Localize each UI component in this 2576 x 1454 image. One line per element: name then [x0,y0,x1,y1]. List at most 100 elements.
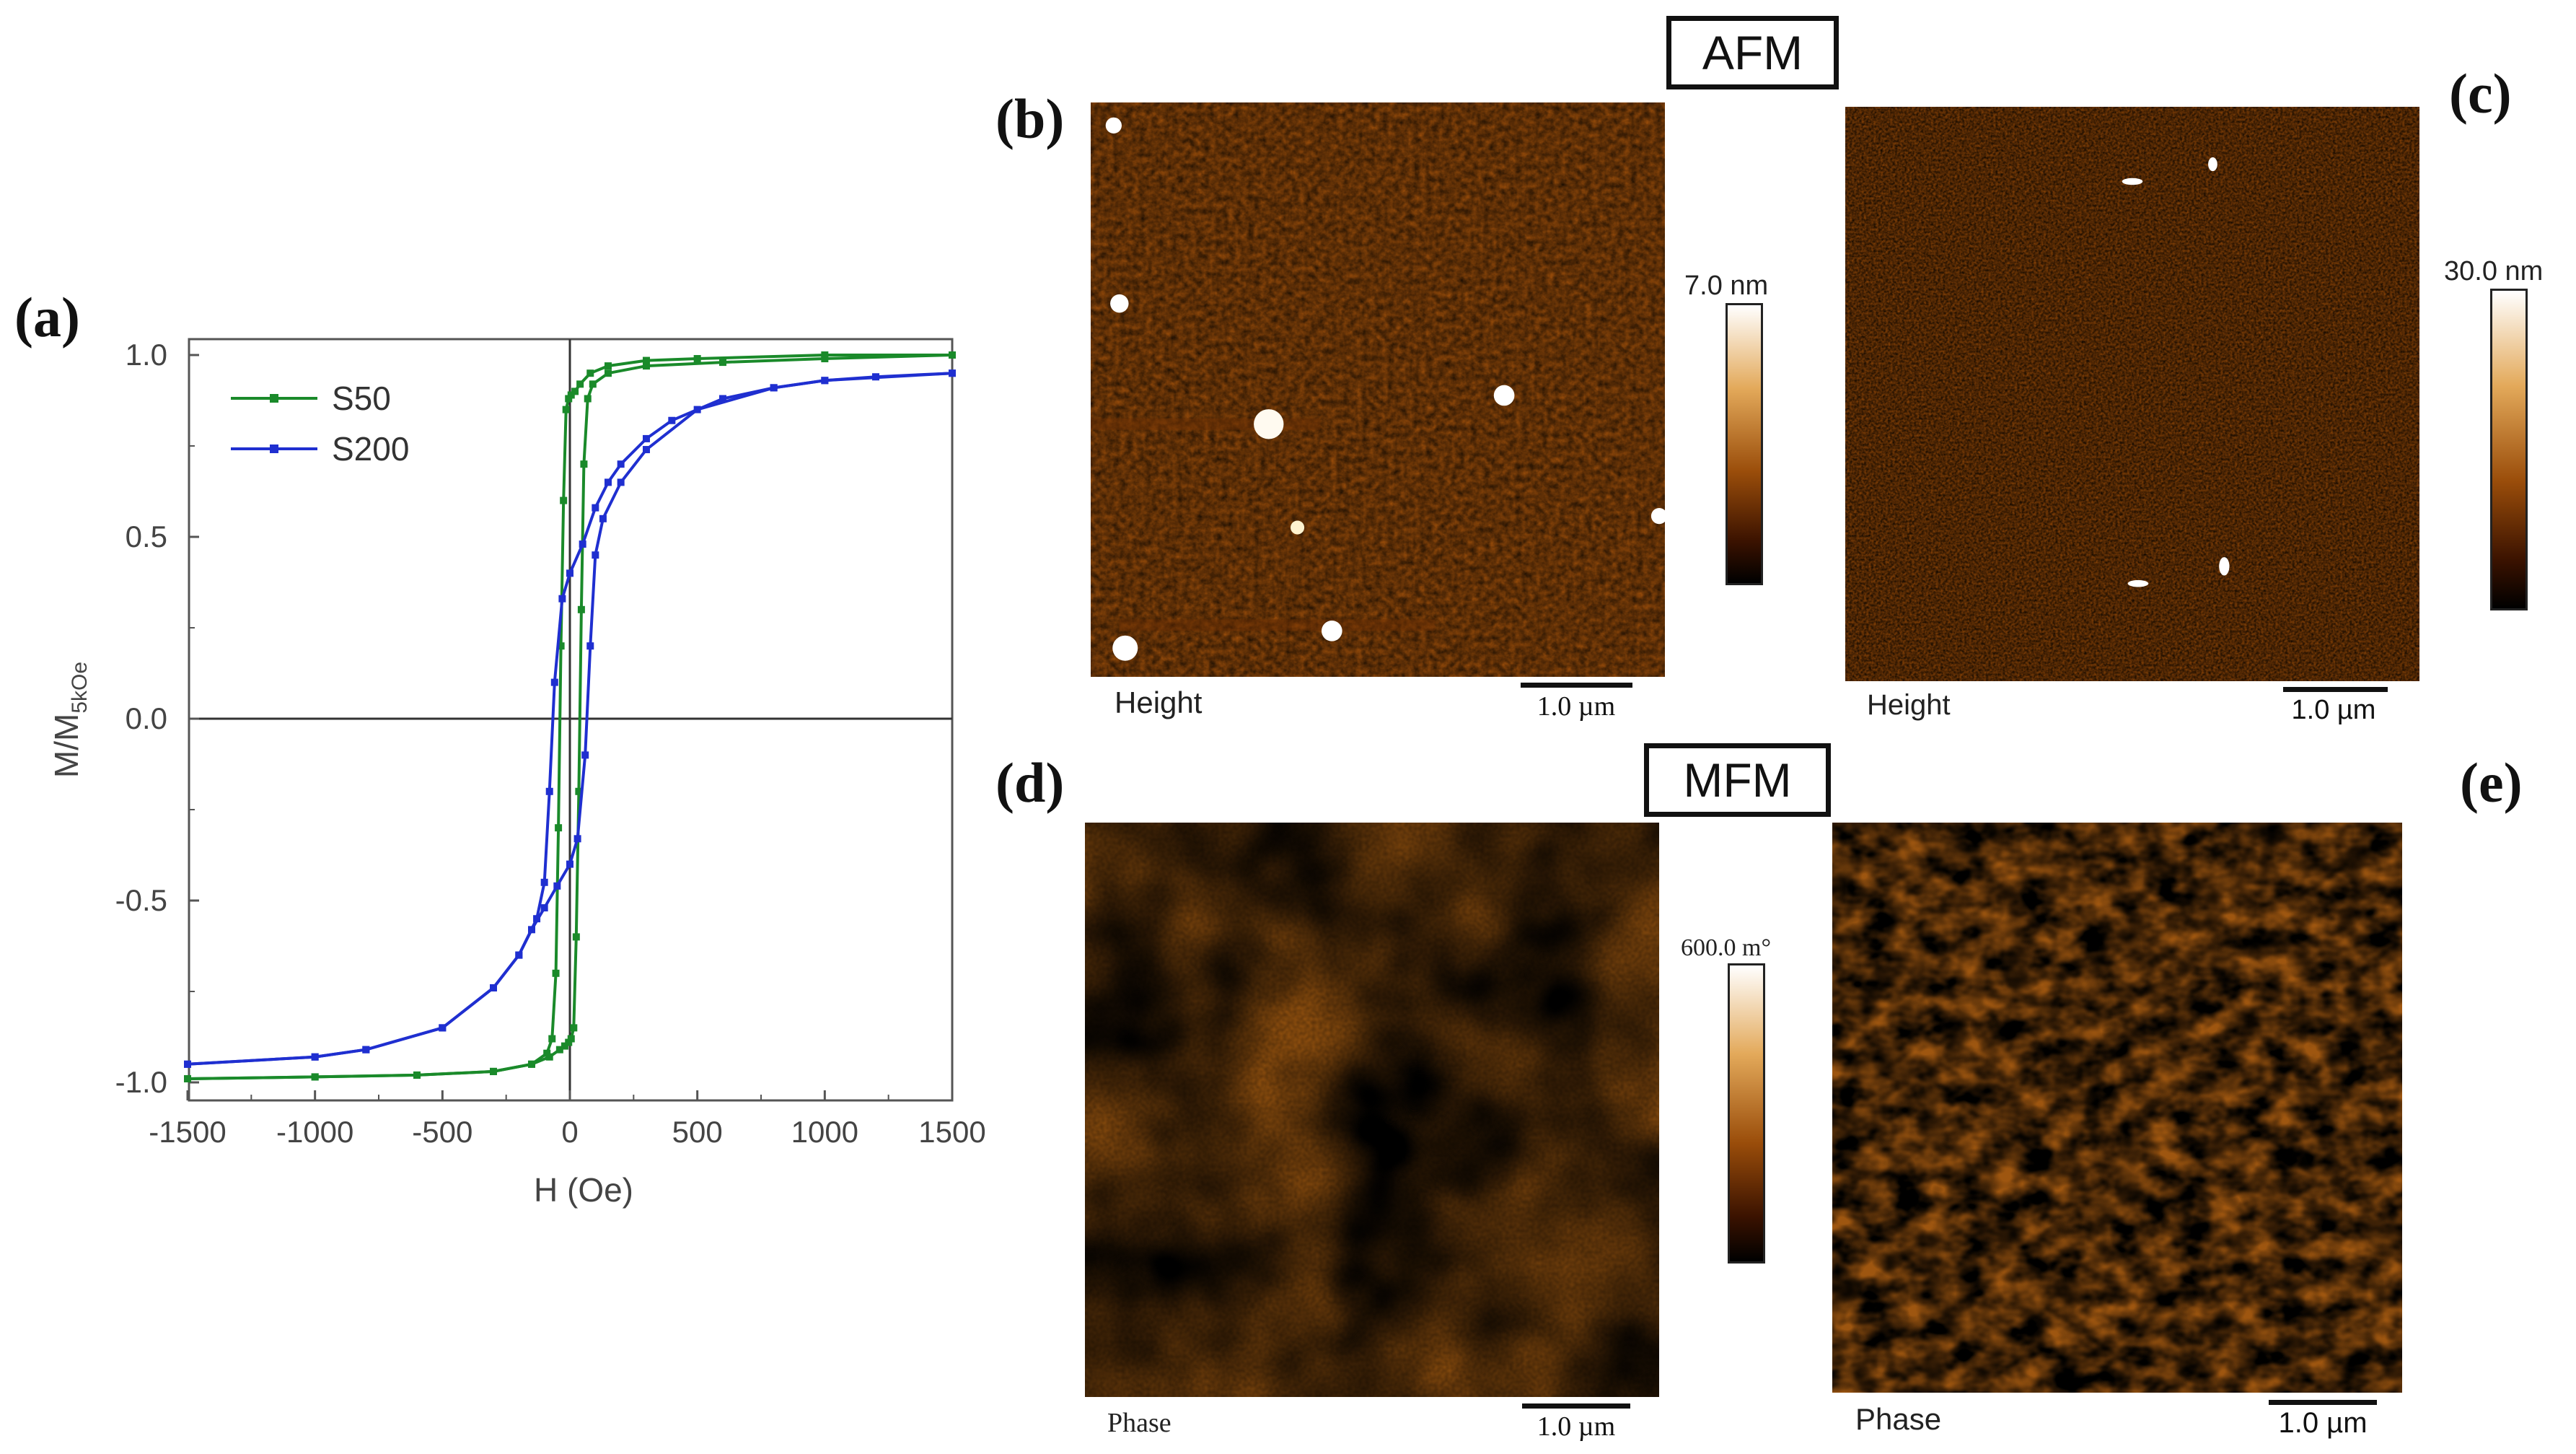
data-point-s50 [605,369,612,377]
data-point-s50 [572,933,580,941]
data-point-s50 [821,351,829,359]
data-point-s200 [311,1053,319,1061]
y-tick-label: 0.5 [126,520,167,553]
legend-label-s50: S50 [332,380,391,417]
data-point-s50 [571,387,579,395]
data-point-s50 [311,1073,319,1081]
data-point-s50 [584,395,592,403]
image-c-scalebar [2283,687,2388,692]
data-point-s200 [581,751,589,759]
data-point-s200 [566,860,573,868]
data-point-s200 [586,642,594,650]
data-point-s50 [557,642,565,650]
data-point-s50 [560,496,568,504]
image-b-caption: Height [1115,686,1203,719]
x-tick-label: -1500 [149,1115,226,1149]
data-point-s200 [550,678,558,686]
data-point-s200 [617,460,625,468]
colorbar-d-label: 600.0 m° [1681,934,1772,961]
panel-label-c: (c) [2449,62,2512,125]
colorbar-b [1726,303,1763,585]
legend-marker-s50 [270,394,278,403]
image-e-scalebar [2269,1400,2377,1405]
data-point-s200 [821,377,829,385]
data-point-s50 [949,351,956,359]
data-point-s200 [599,514,607,522]
data-point-s200 [643,434,650,442]
y-tick-label: -1.0 [115,1065,167,1099]
colorbar-b-label: 7.0 nm [1684,271,1769,301]
x-tick-label: -500 [412,1115,472,1149]
data-point-s50 [184,1074,191,1082]
image-d-scalebar [1522,1403,1630,1409]
y-tick-label: 0.0 [126,701,167,735]
data-point-s200 [439,1024,447,1032]
data-point-s50 [576,380,584,388]
image-b-scale-label: 1.0 µm [1537,691,1616,722]
data-point-s50 [567,391,575,399]
afm-label: AFM [1666,16,1839,89]
panel-label-d: (d) [995,751,1065,814]
data-point-s50 [555,824,563,832]
data-point-s200 [558,595,566,603]
data-point-s200 [515,951,523,959]
data-point-s200 [617,478,625,486]
hysteresis-chart: -1500 -1000 -500 0 500 1000 1500 -1.0 -0.5 0.0 0.5… [48,338,986,1209]
data-point-s50 [719,359,726,367]
data-point-s50 [548,1035,556,1043]
data-point-s50 [555,1046,563,1054]
image-b-scalebar [1521,683,1632,688]
panel-label-e: (e) [2460,751,2523,814]
mfm-phase-image-e [1832,823,2402,1393]
x-tick-label: 1500 [918,1115,985,1149]
data-point-s50 [562,406,570,413]
data-point-s50 [543,1049,551,1057]
x-tick-label: 0 [561,1115,578,1149]
y-tick-label: 1.0 [126,338,167,372]
data-point-s200 [592,504,599,512]
afm-height-image-b [1091,102,1665,677]
x-tick-label: -1000 [276,1115,353,1149]
data-point-s200 [573,835,581,843]
data-point-s50 [490,1067,497,1075]
data-point-s200 [490,984,497,991]
data-point-s50 [586,369,594,377]
colorbar-c-label: 30.0 nm [2444,256,2544,286]
image-c-caption: Height [1867,689,1951,721]
y-axis-label: M/M5kOe [48,662,92,778]
data-point-s200 [566,569,573,577]
x-axis-label: H (Oe) [534,1171,633,1209]
image-c-scale-label: 1.0 µm [2291,695,2376,725]
data-point-s50 [575,787,583,795]
data-point-s200 [540,904,548,912]
colorbar-c [2490,289,2528,610]
x-tick-label: 500 [672,1115,723,1149]
data-point-s50 [693,355,701,363]
data-point-s50 [545,1053,553,1061]
data-point-s200 [668,416,676,424]
data-point-s50 [821,355,829,363]
data-point-s200 [719,395,726,403]
data-point-s200 [545,787,553,795]
data-point-s50 [605,362,612,370]
image-d-caption: Phase [1107,1408,1171,1438]
data-point-s200 [184,1060,191,1068]
data-point-s50 [413,1071,421,1079]
data-point-s50 [528,1060,535,1068]
mfm-label: MFM [1644,743,1831,817]
data-point-s200 [579,540,586,548]
legend-marker-s200 [270,444,278,453]
data-point-s50 [577,605,585,613]
data-point-s50 [567,1035,575,1043]
data-point-s200 [592,551,599,559]
data-point-s200 [693,406,701,413]
afm-height-image-c [1845,107,2419,681]
mfm-phase-image-d [1085,823,1659,1397]
data-point-s50 [552,969,560,977]
data-point-s200 [643,446,650,454]
data-point-s50 [565,395,573,403]
image-e-scale-label: 1.0 µm [2278,1407,2368,1439]
data-point-s50 [580,460,588,468]
data-point-s200 [605,478,612,486]
image-d-scale-label: 1.0 µm [1537,1411,1616,1442]
